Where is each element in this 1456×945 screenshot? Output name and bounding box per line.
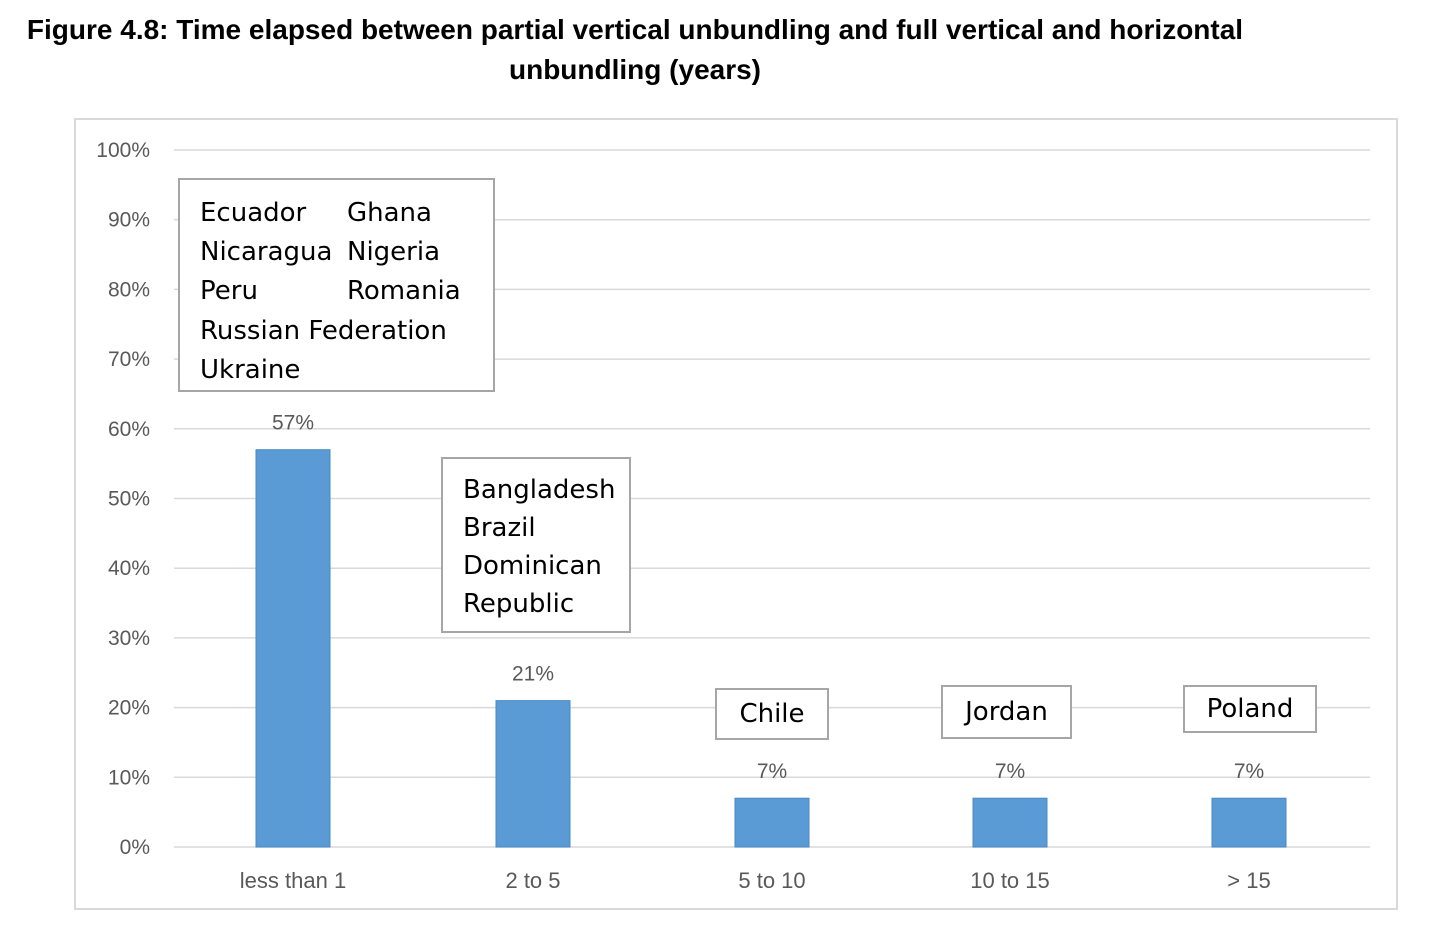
country-label: Nigeria: [347, 237, 441, 268]
country-label: Chile: [739, 699, 805, 729]
y-tick-label: 10%: [108, 766, 150, 789]
data-label: 21%: [512, 663, 554, 686]
country-label: Jordan: [965, 697, 1048, 727]
country-label: Ghana: [347, 198, 432, 228]
country-label: Republic: [463, 589, 575, 619]
bars: [255, 449, 1287, 848]
y-tick-label: 90%: [108, 209, 150, 232]
country-label: Russian Federation: [200, 315, 447, 346]
category-label: > 15: [1227, 868, 1270, 893]
figure-title-line-1: Figure 4.8: Time elapsed between partial…: [26, 14, 1244, 45]
category-label: 5 to 10: [738, 868, 805, 893]
y-axis-ticks: 0% 10% 20% 30% 40% 50% 60% 70% 80% 90% 100%: [96, 139, 150, 859]
y-tick-label: 0%: [120, 836, 150, 859]
country-label: Bangladesh: [463, 475, 616, 505]
bar: [1211, 797, 1287, 848]
y-tick-label: 60%: [108, 418, 150, 441]
country-label: Nicaragua: [200, 237, 333, 268]
y-tick-label: 50%: [108, 488, 150, 511]
y-tick-label: 80%: [108, 278, 150, 301]
country-label: Romania: [347, 276, 461, 307]
country-label: Brazil: [463, 513, 536, 543]
country-label: Ecuador: [200, 198, 307, 228]
y-tick-label: 70%: [108, 348, 150, 371]
data-label: 7%: [1234, 760, 1264, 783]
data-label: 7%: [757, 760, 787, 783]
bar: [495, 700, 571, 848]
bar: [972, 797, 1048, 848]
country-label: Peru: [200, 276, 258, 307]
data-labels: 57% 21% 7% 7% 7%: [272, 412, 1264, 784]
figure-title: Figure 4.8: Time elapsed between partial…: [20, 10, 1250, 90]
bar: [255, 449, 331, 848]
annotation-less-than-1: Ecuador Ghana Nicaragua Nigeria Peru Rom…: [178, 178, 495, 392]
y-tick-label: 40%: [108, 557, 150, 580]
y-tick-label: 20%: [108, 697, 150, 720]
chart-frame: [74, 118, 1398, 910]
y-tick-label: 30%: [108, 627, 150, 650]
country-label: Dominican: [463, 551, 602, 581]
category-labels: less than 1 2 to 5 5 to 10 10 to 15 > 15: [240, 868, 1271, 893]
annotation-2-to-5: Bangladesh Brazil Dominican Republic: [441, 457, 631, 633]
figure-title-line-2: unbundling (years): [509, 54, 761, 85]
y-tick-label: 100%: [96, 139, 150, 162]
annotation-10-to-15: Jordan: [941, 685, 1072, 739]
category-label: 2 to 5: [505, 868, 560, 893]
data-label: 57%: [272, 412, 314, 435]
data-label: 7%: [995, 760, 1025, 783]
annotation-over-15: Poland: [1183, 685, 1317, 733]
annotation-5-to-10: Chile: [715, 688, 829, 740]
country-label: Poland: [1206, 694, 1294, 724]
bar: [734, 797, 810, 848]
country-label: Ukraine: [200, 354, 301, 385]
category-label: less than 1: [240, 868, 346, 893]
category-label: 10 to 15: [970, 868, 1050, 893]
